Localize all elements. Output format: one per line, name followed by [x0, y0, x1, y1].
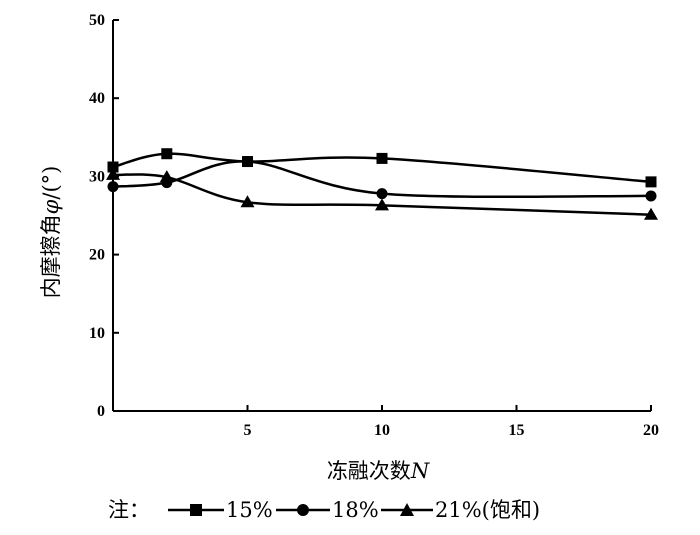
- series-0-square-marker: [376, 152, 388, 164]
- series-1-circle-marker: [645, 190, 657, 202]
- series-0-square-marker: [645, 176, 657, 188]
- axes: [112, 20, 651, 412]
- series-2-triangle-marker: [644, 207, 658, 220]
- y-tick-label: 20: [89, 247, 105, 264]
- y-ticks: 0 10 20 30 40 50: [89, 12, 119, 420]
- series-2-triangle-marker: [159, 170, 174, 183]
- y-tick-label: 30: [89, 168, 105, 185]
- series-1-circle-marker: [107, 181, 119, 193]
- legend-prefix: 注：: [108, 498, 150, 522]
- x-tick-label: 15: [509, 422, 525, 439]
- y-axis-title: 内摩擦角φ/(°): [39, 166, 63, 299]
- x-tick-label: 10: [374, 422, 390, 439]
- series-2-triangle-marker: [240, 195, 255, 208]
- legend-item-15: 15%: [168, 498, 273, 522]
- series-0-square-marker: [161, 148, 173, 160]
- x-axis-title: 冻融次数N: [327, 459, 430, 483]
- legend-item-21: 21%(饱和): [381, 498, 540, 522]
- legend-circle-marker: [297, 504, 309, 516]
- y-tick-label: 40: [89, 90, 105, 107]
- x-tick-label: 20: [643, 422, 659, 439]
- legend: 注： 15% 18% 21%(饱和): [108, 498, 540, 522]
- series-2-triangle-marker: [375, 198, 389, 211]
- y-tick-label: 0: [97, 403, 105, 420]
- legend-label-21: 21%(饱和): [435, 498, 540, 522]
- chart-canvas: 0 10 20 30 40 50 5 10 15 20 冻融次数N 内摩擦角φ/(°): [39, 12, 659, 483]
- x-ticks: 5 10 15 20: [244, 405, 659, 439]
- series-markers: [106, 148, 658, 220]
- y-tick-label: 10: [89, 325, 105, 342]
- x-tick-label: 5: [244, 422, 252, 439]
- legend-label-18: 18%: [332, 498, 379, 522]
- series-1-circle-marker: [376, 188, 388, 200]
- y-tick-label: 50: [89, 12, 105, 29]
- legend-item-18: 18%: [276, 498, 379, 522]
- series-0-square-marker: [107, 161, 119, 173]
- series-2-triangle-marker: [106, 167, 120, 180]
- legend-triangle-marker: [400, 503, 414, 516]
- legend-label-15: 15%: [226, 498, 273, 522]
- series-1-circle-marker: [242, 156, 253, 168]
- legend-square-marker: [190, 504, 202, 516]
